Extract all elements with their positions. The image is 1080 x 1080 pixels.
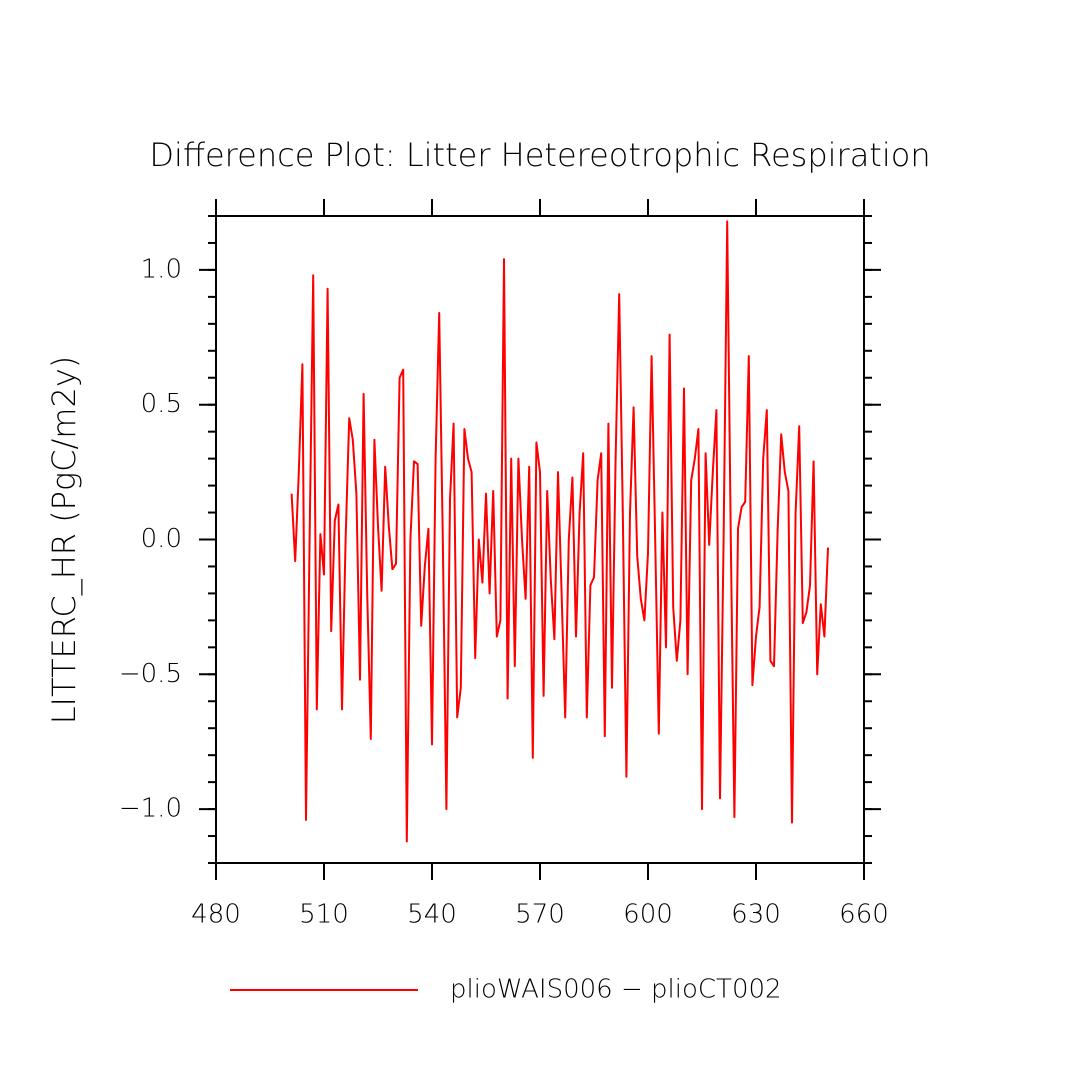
x-tick-label: 600 (623, 900, 673, 930)
legend-label: plioWAIS006 − plioCT002 (450, 975, 782, 1005)
x-tick-label: 630 (731, 900, 781, 930)
y-tick-label: 0.0 (141, 524, 182, 554)
x-tick-label: 510 (299, 900, 349, 930)
x-tick-label: 480 (191, 900, 241, 930)
y-tick-label: 0.5 (141, 389, 182, 419)
chart-title: Difference Plot: Litter Hetereotrophic R… (149, 136, 930, 174)
x-tick-label: 540 (407, 900, 457, 930)
x-tick-label: 570 (515, 900, 565, 930)
y-axis-label: LITTERC_HR (PgC/m2y) (45, 356, 83, 725)
y-tick-label: −0.5 (119, 659, 182, 689)
x-tick-label: 660 (839, 900, 889, 930)
y-tick-label: −1.0 (119, 794, 182, 824)
y-tick-label: 1.0 (141, 254, 182, 284)
data-line (290, 220, 829, 843)
